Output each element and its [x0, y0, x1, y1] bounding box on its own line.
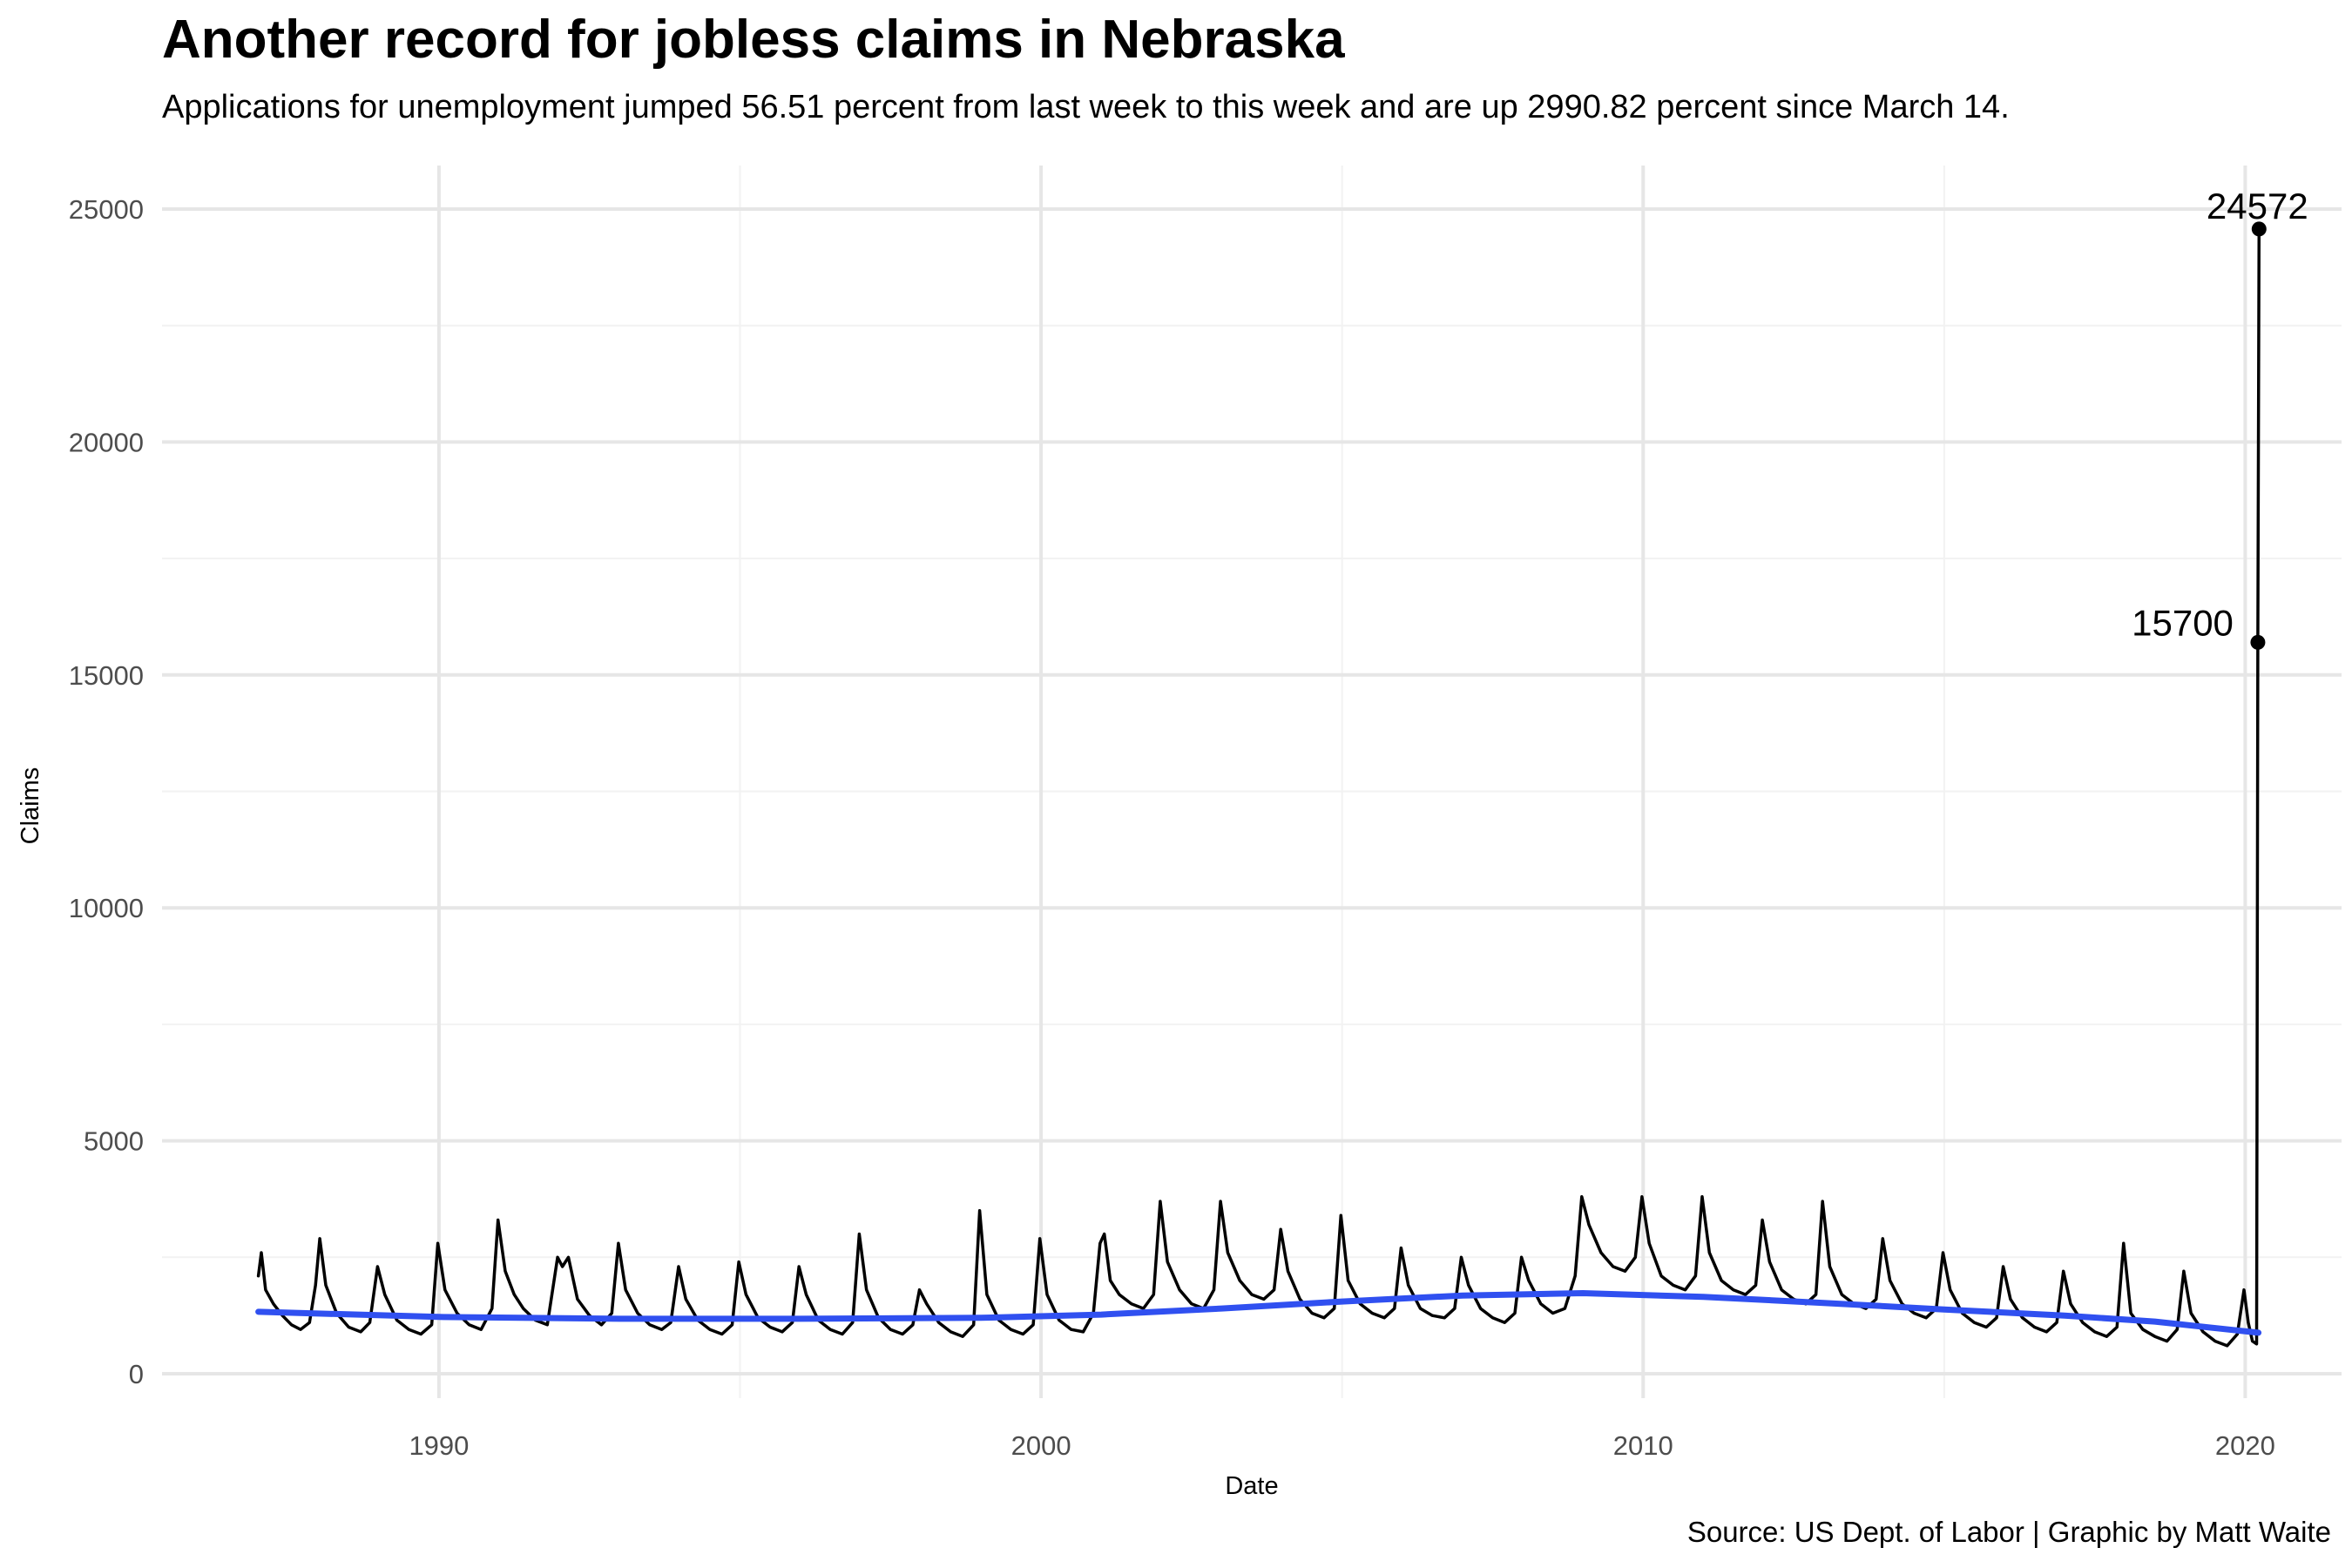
grid-lines [162, 166, 2342, 1398]
highlight-points: 15700 24572 [2132, 186, 2308, 650]
y-tick-label: 25000 [69, 194, 144, 225]
y-tick-label: 10000 [69, 893, 144, 923]
x-tick-label: 2010 [1613, 1430, 1673, 1461]
trend-series-line [255, 1290, 2262, 1336]
chart-subtitle: Applications for unemployment jumped 56.… [162, 89, 2010, 125]
x-tick-label: 2020 [2215, 1430, 2275, 1461]
highlight-point-label: 24572 [2207, 186, 2308, 226]
x-axis-title: Date [1225, 1472, 1278, 1500]
x-tick-label: 1990 [409, 1430, 469, 1461]
y-tick-label: 15000 [69, 660, 144, 691]
series-group [255, 227, 2262, 1348]
y-axis-ticks: 0 5000 10000 15000 20000 25000 [69, 194, 144, 1389]
y-tick-label: 0 [129, 1359, 144, 1389]
chart-title: Another record for jobless claims in Neb… [162, 10, 1345, 70]
claims-series-line [256, 227, 2261, 1348]
chart-caption: Source: US Dept. of Labor | Graphic by M… [1686, 1516, 2331, 1548]
y-axis-title: Claims [17, 767, 44, 845]
highlight-point [2251, 221, 2267, 237]
x-axis-ticks: 1990 2000 2010 2020 [409, 1430, 2274, 1461]
x-tick-label: 2000 [1011, 1430, 1071, 1461]
highlight-point-label: 15700 [2132, 602, 2234, 643]
highlight-point [2250, 634, 2266, 650]
y-tick-label: 20000 [69, 427, 144, 457]
y-tick-label: 5000 [84, 1126, 144, 1157]
